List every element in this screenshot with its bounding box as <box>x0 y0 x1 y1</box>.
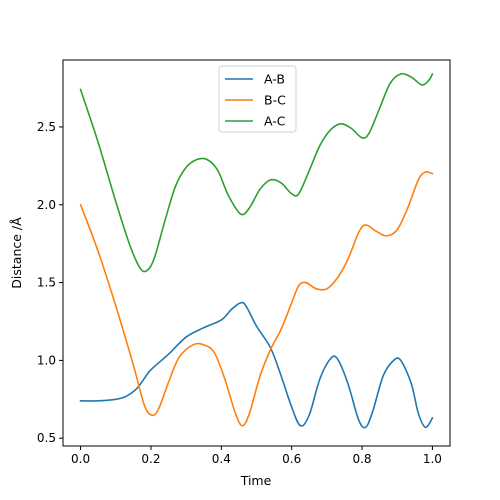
x-tick-label: 0.4 <box>212 452 231 466</box>
plot-frame <box>62 59 451 447</box>
y-tick-label: 0.5 <box>37 431 56 445</box>
x-tick-label: 1.0 <box>423 452 442 466</box>
legend-label-a-b: A-B <box>264 72 285 87</box>
legend: A-B B-C A-C <box>218 65 297 133</box>
legend-box <box>218 65 297 133</box>
y-tick-label: 1.5 <box>37 276 56 290</box>
y-tick-label: 2.0 <box>37 198 56 212</box>
plot-lines <box>79 72 434 429</box>
legend-label-b-c: B-C <box>264 93 286 108</box>
x-tick-label: 0.6 <box>282 452 301 466</box>
y-tick-label: 1.0 <box>37 353 56 367</box>
series-line-a-c <box>79 72 434 273</box>
y-axis-ticks: 0.5 1.0 1.5 2.0 2.5 <box>37 120 63 445</box>
series-line-a-b <box>79 301 434 429</box>
x-axis-ticks: 0.0 0.2 0.4 0.6 0.8 1.0 <box>71 446 442 466</box>
y-tick-label: 2.5 <box>37 120 56 134</box>
legend-label-a-c: A-C <box>264 114 286 129</box>
x-tick-label: 0.0 <box>71 452 90 466</box>
x-tick-label: 0.8 <box>352 452 371 466</box>
series-line-b-c <box>79 171 434 427</box>
y-axis-label: Distance /Å <box>9 217 24 289</box>
x-axis-label: Time <box>240 473 272 488</box>
x-tick-label: 0.2 <box>141 452 160 466</box>
